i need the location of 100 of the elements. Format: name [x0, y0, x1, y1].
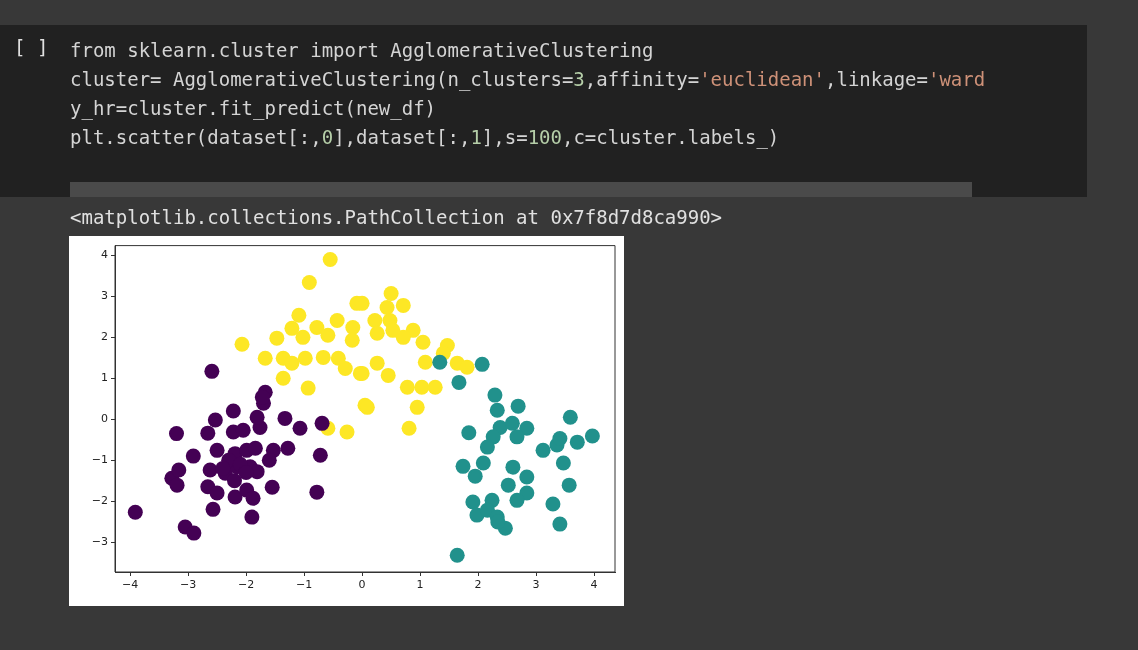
point: [451, 374, 467, 390]
point: [479, 439, 495, 455]
text: plt.scatter(dataset[:,0],dataset[:,1],s=100,c=cluster.labels_): [70, 125, 781, 151]
point: [417, 354, 433, 370]
point: [301, 274, 317, 290]
point: [487, 387, 503, 403]
x-tick-label: 4: [590, 578, 598, 592]
point: [395, 329, 411, 345]
x-tick-label: −1: [295, 578, 313, 592]
point: [562, 409, 578, 425]
point: [209, 442, 225, 458]
point: [235, 422, 251, 438]
point: [209, 485, 225, 501]
point: [337, 360, 353, 376]
point: [257, 350, 273, 366]
y-tick-label: 2: [101, 330, 108, 344]
point: [127, 504, 143, 520]
x-tick-label: 0: [358, 578, 366, 592]
point: [200, 425, 216, 441]
point: [504, 415, 520, 431]
point: [314, 415, 330, 431]
text: from sklearn.cluster import AgglomerativeClustering: [70, 38, 655, 63]
point: [261, 452, 277, 468]
y-tick-label: 4: [101, 248, 108, 262]
point: [234, 336, 250, 352]
point: [509, 492, 525, 508]
point: [169, 477, 185, 493]
point: [202, 462, 218, 478]
point: [427, 379, 443, 395]
point: [339, 424, 355, 440]
point: [395, 297, 411, 313]
point: [545, 496, 561, 512]
point: [225, 403, 241, 419]
point: [205, 501, 221, 517]
y-tick-label: 3: [101, 289, 108, 303]
x-tick-label: −2: [237, 578, 255, 592]
point: [552, 516, 568, 532]
point: [489, 402, 505, 418]
point: [186, 525, 202, 541]
point: [322, 252, 338, 268]
point: [509, 429, 525, 445]
point: [312, 447, 328, 463]
point: [415, 334, 431, 350]
point: [475, 455, 491, 471]
point: [385, 322, 401, 338]
point: [555, 455, 571, 471]
text: <matplotlib.collections.PathCollection at 0x7f8d7d8ca990>: [70, 206, 723, 228]
point: [264, 479, 280, 495]
point: [409, 399, 425, 415]
point: [380, 367, 396, 383]
point: [277, 410, 293, 426]
point: [269, 330, 285, 346]
point: [297, 350, 313, 366]
point: [207, 412, 223, 428]
point: [401, 420, 417, 436]
point: [379, 299, 395, 315]
point: [280, 440, 296, 456]
point: [215, 460, 231, 476]
x-tick-label: 2: [474, 578, 482, 592]
point: [569, 434, 585, 450]
point: [584, 428, 600, 444]
point: [383, 286, 399, 302]
point: [295, 329, 311, 345]
x-tick-label: −4: [121, 578, 139, 592]
point: [461, 425, 477, 441]
point: [226, 473, 242, 489]
point: [552, 430, 568, 446]
point: [432, 354, 448, 370]
point: [344, 332, 360, 348]
point: [300, 380, 316, 396]
point: [367, 313, 383, 329]
point: [505, 459, 521, 475]
y-tick-label: −1: [91, 453, 108, 467]
y-tick-label: 0: [101, 412, 108, 426]
point: [249, 409, 265, 425]
text: [ ]: [14, 36, 49, 58]
point: [329, 313, 345, 329]
point: [561, 477, 577, 493]
point: [227, 489, 243, 505]
point: [284, 355, 300, 371]
point: [519, 469, 535, 485]
point: [449, 547, 465, 563]
x-tick-label: 3: [532, 578, 540, 592]
point: [204, 363, 220, 379]
point: [292, 420, 308, 436]
point: [315, 349, 331, 365]
point: [500, 477, 516, 493]
text: cluster= AgglomerativeClustering(n_clusters=3,affinity='euclidean',linkage='ward: [70, 67, 987, 93]
point: [320, 327, 336, 343]
y-tick-label: −2: [91, 494, 108, 508]
point: [369, 355, 385, 371]
point: [185, 448, 201, 464]
point: [465, 494, 481, 510]
point: [519, 420, 535, 436]
y-tick-label: 1: [101, 371, 108, 385]
point: [309, 320, 325, 336]
point: [467, 468, 483, 484]
point: [284, 320, 300, 336]
y-tick-label: −3: [91, 534, 108, 548]
point: [168, 426, 184, 442]
